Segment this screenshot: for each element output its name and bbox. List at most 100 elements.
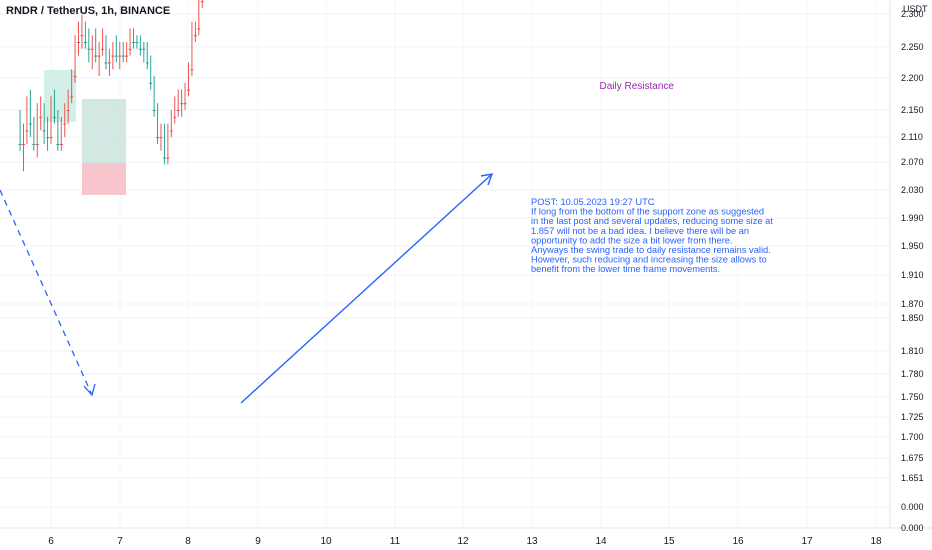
x-tick-label: 14	[595, 536, 607, 547]
y-tick-label: 1.750	[901, 392, 924, 402]
candle-body	[25, 130, 29, 132]
candle-body	[176, 110, 180, 111]
candle-body	[83, 42, 87, 43]
y-tick-label: 0.000	[901, 523, 924, 533]
x-tick-label: 15	[663, 536, 675, 547]
candle-body	[132, 42, 135, 43]
candle-body	[149, 82, 153, 84]
chart-title: RNDR / TetherUS, 1h, BINANCE	[6, 5, 170, 17]
candle-body	[162, 157, 166, 159]
grid	[0, 13, 890, 529]
candle-body	[32, 144, 36, 145]
y-tick-label: 1.725	[901, 412, 924, 422]
candle-body	[73, 76, 77, 77]
annotation-line: in the last post and several updates, re…	[531, 216, 773, 226]
zone-label: Daily Resistance	[600, 81, 675, 92]
y-tick-label: 1.870	[901, 299, 924, 309]
currency-label: USDT	[903, 4, 928, 14]
range-box	[82, 99, 126, 163]
dashed-projection-line	[0, 189, 93, 396]
x-tick-label: 12	[457, 536, 469, 547]
price-axis: 2.300 2.250 2.200 2.150 2.110 2.070 2.030 1.990…	[901, 9, 924, 533]
annotation-line: benefit from the lower time frame moveme…	[531, 264, 720, 274]
candle-body	[114, 55, 118, 57]
y-tick-label: 2.200	[901, 73, 924, 83]
y-tick-label: 2.070	[901, 157, 924, 167]
range-box	[44, 70, 76, 122]
candle-body	[101, 48, 105, 50]
candle-body	[180, 103, 184, 105]
candle-body	[142, 48, 146, 50]
candle-body	[56, 144, 60, 145]
annotation-line: 1.857 will not be a bad idea. I believe …	[531, 226, 749, 236]
drawings	[0, 173, 494, 404]
candle-body	[121, 55, 125, 57]
candle-body	[52, 116, 56, 118]
y-tick-label: 2.150	[901, 105, 924, 115]
y-tick-label: 1.910	[901, 270, 924, 280]
y-tick-label: 0.000	[901, 502, 924, 512]
y-tick-label: 2.300	[901, 9, 924, 19]
candle-body	[128, 48, 132, 50]
y-tick-label: 2.030	[901, 185, 924, 195]
candle-body	[125, 55, 129, 57]
x-tick-label: 9	[255, 536, 261, 547]
candle-body	[94, 55, 98, 57]
candle-body	[87, 48, 91, 50]
candle-body	[77, 42, 80, 43]
candle-body	[118, 55, 122, 57]
x-tick-label: 18	[870, 536, 882, 547]
candle-body	[97, 55, 101, 57]
candle-body	[166, 157, 170, 159]
candle-body	[22, 144, 25, 145]
y-tick-label: 1.990	[901, 213, 924, 223]
y-tick-label: 1.950	[901, 241, 924, 251]
y-tick-label: 2.110	[901, 132, 923, 142]
annotation-line: Anyways the swing trade to daily resista…	[531, 245, 771, 255]
candle-body	[152, 110, 156, 111]
annotation-line: POST: 10.05.2023 19:27 UTC	[531, 197, 655, 207]
candle-body	[28, 123, 32, 125]
y-tick-label: 1.700	[901, 432, 924, 442]
candle-body	[18, 144, 22, 145]
x-tick-label: 16	[732, 536, 744, 547]
annotation-line: However, such reducing and increasing th…	[531, 255, 767, 265]
candle-body	[46, 137, 50, 139]
candle-body	[104, 62, 108, 64]
x-tick-label: 13	[526, 536, 538, 547]
x-tick-label: 11	[390, 536, 401, 547]
y-tick-label: 2.250	[901, 42, 924, 52]
candle-body	[187, 89, 190, 91]
x-tick-label: 7	[117, 536, 123, 547]
candle-body	[138, 48, 142, 50]
annotation-line: If long from the bottom of the support z…	[531, 207, 764, 217]
x-tick-label: 8	[185, 536, 191, 547]
candle-body	[35, 144, 39, 145]
candle-body	[70, 96, 74, 98]
candle-body	[190, 69, 194, 71]
time-axis: 6 7 8 9 10 11 12 13 14 15 16 17 18	[48, 536, 882, 547]
candle-body	[66, 110, 70, 111]
candle-body	[156, 137, 160, 139]
candle-body	[197, 28, 201, 30]
candle-body	[39, 116, 43, 118]
candle-body	[145, 62, 149, 64]
candle-body	[193, 35, 197, 37]
target-arrow-line	[240, 173, 493, 404]
candle-body	[107, 62, 111, 64]
candle-body	[200, 1, 204, 3]
dashed-projection-arrowhead	[83, 383, 96, 397]
y-tick-label: 1.651	[901, 473, 924, 483]
candle-body	[183, 103, 187, 105]
x-tick-label: 10	[320, 536, 332, 547]
y-tick-label: 1.675	[901, 453, 924, 463]
candle-body	[90, 48, 94, 50]
candle-body	[135, 42, 139, 43]
y-tick-label: 1.810	[901, 346, 924, 356]
candles	[18, 0, 204, 172]
annotation-line: opportunity to add the size a bit lower …	[531, 235, 733, 245]
candle-body	[173, 116, 177, 118]
candle-body	[63, 123, 67, 125]
